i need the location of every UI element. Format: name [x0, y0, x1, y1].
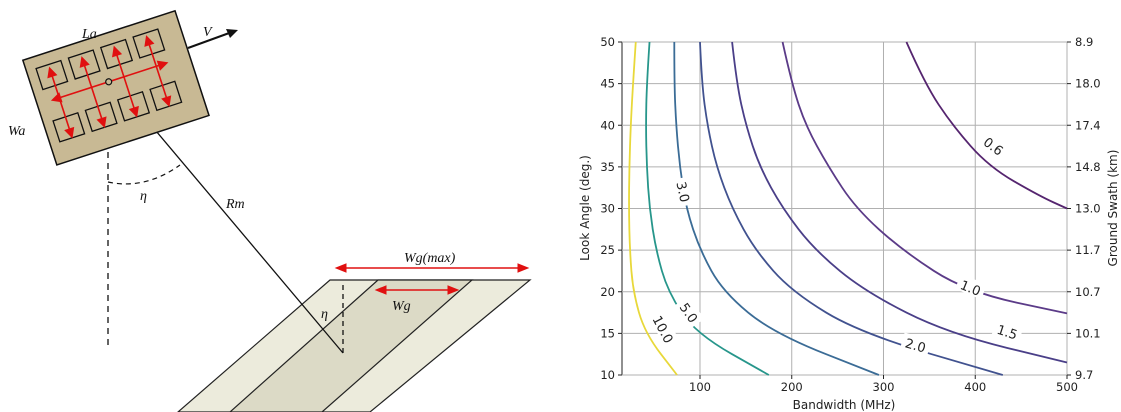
swath-label: Wg — [392, 299, 411, 314]
slant-range-label: Rm — [225, 197, 245, 212]
contour-label-backing — [650, 312, 678, 345]
contour-label: 3.0 — [673, 176, 696, 207]
contour-lines — [628, 41, 1068, 376]
look-angle-label-lower: η — [321, 307, 328, 322]
antenna-width-label: Wa — [8, 124, 25, 139]
y-right-tick-label: 9.7 — [1075, 368, 1093, 382]
y-right-tick-label: 14.8 — [1075, 160, 1101, 174]
x-tick-label: 300 — [873, 380, 895, 394]
antenna-length-label: La — [81, 27, 97, 42]
contour-line-10.0 — [628, 41, 678, 376]
y-right-tick-label: 10.7 — [1075, 285, 1101, 299]
contour-label-backing — [673, 176, 696, 207]
x-axis-label: Bandwidth (MHz) — [793, 398, 896, 412]
contour-label-backing — [900, 332, 932, 356]
contour-label-backing — [978, 130, 1011, 161]
contour-label: 2.0 — [900, 332, 932, 357]
slant-range-line — [139, 111, 344, 354]
x-tick-label: 200 — [781, 380, 803, 394]
contour-line-1.5 — [731, 41, 1068, 364]
look-angle-label-upper: η — [140, 189, 147, 204]
velocity-label: V — [203, 25, 213, 40]
y-tick-label: 25 — [600, 243, 615, 257]
contour-label-text: 2.0 — [903, 336, 927, 356]
contour-label-text: 1.5 — [995, 323, 1019, 344]
contour-line-1.0 — [781, 41, 1068, 315]
y-right-tick-label: 10.1 — [1075, 326, 1101, 340]
y-tick-label: 45 — [600, 77, 615, 91]
y-right-axis-label: Ground Swath (km) — [1106, 150, 1120, 267]
y-tick-label: 35 — [600, 160, 615, 174]
contour-line-2.0 — [699, 41, 1004, 376]
contour-label-backing — [675, 295, 705, 329]
swath-max-label: Wg(max) — [404, 251, 456, 266]
contour-label: 5.0 — [675, 295, 705, 329]
ground-strip-swath — [229, 279, 474, 412]
x-tick-label: 400 — [964, 380, 986, 394]
contour-label-text: 3.0 — [673, 180, 692, 203]
x-tick-label: 500 — [1056, 380, 1078, 394]
x-tick-label: 100 — [689, 380, 711, 394]
contour-label: 1.0 — [955, 273, 988, 300]
y-tick-label: 50 — [600, 35, 615, 49]
y-axis-label: Look Angle (deg.) — [578, 155, 592, 261]
sar-geometry-diagram: La Wa V η Rm η Wg(max) Wg — [8, 9, 532, 412]
contour-chart: 10.05.03.02.01.51.00.6 100 200 300 400 500 1… — [578, 35, 1120, 412]
y-right-tick-label: 17.4 — [1075, 118, 1101, 132]
y-right-tick-label: 11.7 — [1075, 243, 1101, 257]
contour-label-text: 1.0 — [958, 278, 983, 300]
x-axis-ticks: 100 200 300 400 500 — [689, 375, 1078, 394]
contour-labels: 10.05.03.02.01.51.00.6 — [649, 130, 1024, 357]
contour-line-3.0 — [673, 41, 880, 376]
contour-line-0.6 — [905, 41, 1068, 210]
y-right-tick-label: 18.0 — [1075, 77, 1101, 91]
y-right-tick-label: 8.9 — [1075, 35, 1093, 49]
y-right-tick-label: 13.0 — [1075, 202, 1101, 216]
swath-max-arrow — [334, 263, 530, 273]
contour-label: 1.5 — [991, 318, 1024, 344]
look-angle-arc-upper — [107, 164, 181, 185]
y-tick-label: 30 — [600, 202, 615, 216]
contour-label: 10.0 — [649, 312, 678, 346]
contour-label-backing — [955, 273, 988, 300]
velocity-arrow — [187, 29, 238, 49]
y-tick-label: 40 — [600, 118, 615, 132]
y-right-axis-ticks: 9.7 10.1 10.7 11.7 13.0 14.8 17.4 18.0 8.9 — [1067, 35, 1101, 382]
y-tick-label: 20 — [600, 285, 615, 299]
y-tick-label: 15 — [600, 326, 615, 340]
antenna-panel — [21, 9, 210, 166]
y-axis-ticks: 10 15 20 25 30 35 40 45 50 — [600, 35, 622, 382]
swath-arrow — [374, 285, 460, 295]
contour-label-backing — [991, 318, 1024, 343]
y-tick-label: 10 — [600, 368, 615, 382]
